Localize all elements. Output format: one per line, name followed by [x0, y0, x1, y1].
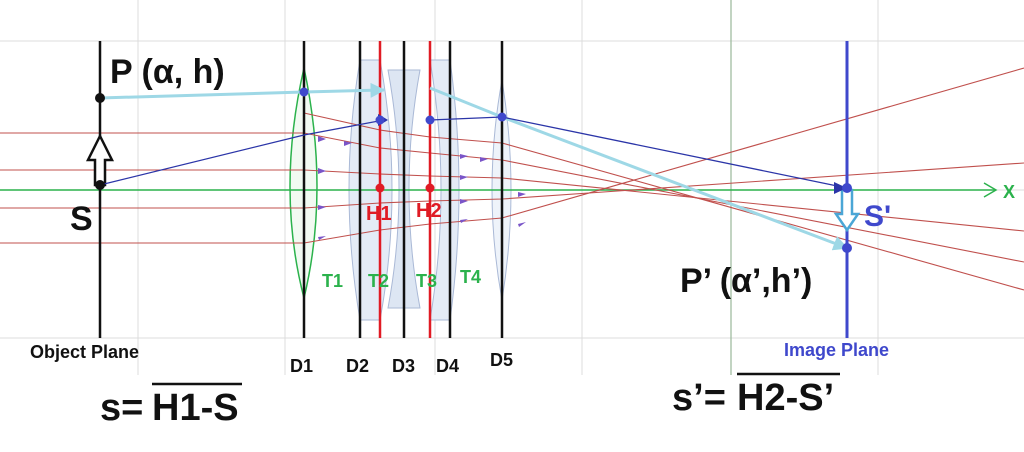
h1-point — [375, 183, 385, 193]
formula-s-prefix: s= — [100, 387, 143, 429]
image-point-s-prime-label: S' — [864, 200, 891, 233]
ray-direction-markers — [318, 136, 526, 240]
t4-label: T4 — [460, 267, 481, 287]
t1-label: T1 — [322, 271, 343, 291]
d5-label: D5 — [490, 350, 513, 370]
d1-label: D1 — [290, 356, 313, 376]
formula-sp-term: H2-S’ — [737, 377, 834, 419]
image-point-arrowhead — [834, 182, 847, 194]
formula-s-term: H1-S — [152, 387, 239, 429]
element-planes — [302, 41, 504, 338]
x-axis-label: X — [1003, 182, 1015, 202]
point-p-label: P (α, h) — [110, 53, 225, 91]
image-point-p-prime-label: P’ (α’,h’) — [680, 262, 812, 300]
h2-label: H2 — [416, 200, 442, 222]
d2-label: D2 — [346, 356, 369, 376]
point-s-label: S — [70, 200, 93, 238]
d3-label: D3 — [392, 356, 415, 376]
t2-label: T2 — [368, 271, 389, 291]
axis-arrowhead — [983, 182, 998, 198]
ray-points — [95, 87, 852, 253]
t3-label: T3 — [416, 271, 437, 291]
h1-label: H1 — [366, 203, 392, 225]
formula-sp-prefix: s’= — [672, 377, 726, 419]
object-plane-label: Object Plane — [30, 342, 139, 362]
d4-label: D4 — [436, 356, 459, 376]
chief-ray-light — [99, 82, 849, 251]
image-arrow — [833, 188, 861, 233]
image-plane-label: Image Plane — [784, 340, 889, 360]
h2-point — [425, 183, 435, 193]
ray-bundle — [0, 67, 1024, 291]
object-arrow — [85, 133, 115, 187]
